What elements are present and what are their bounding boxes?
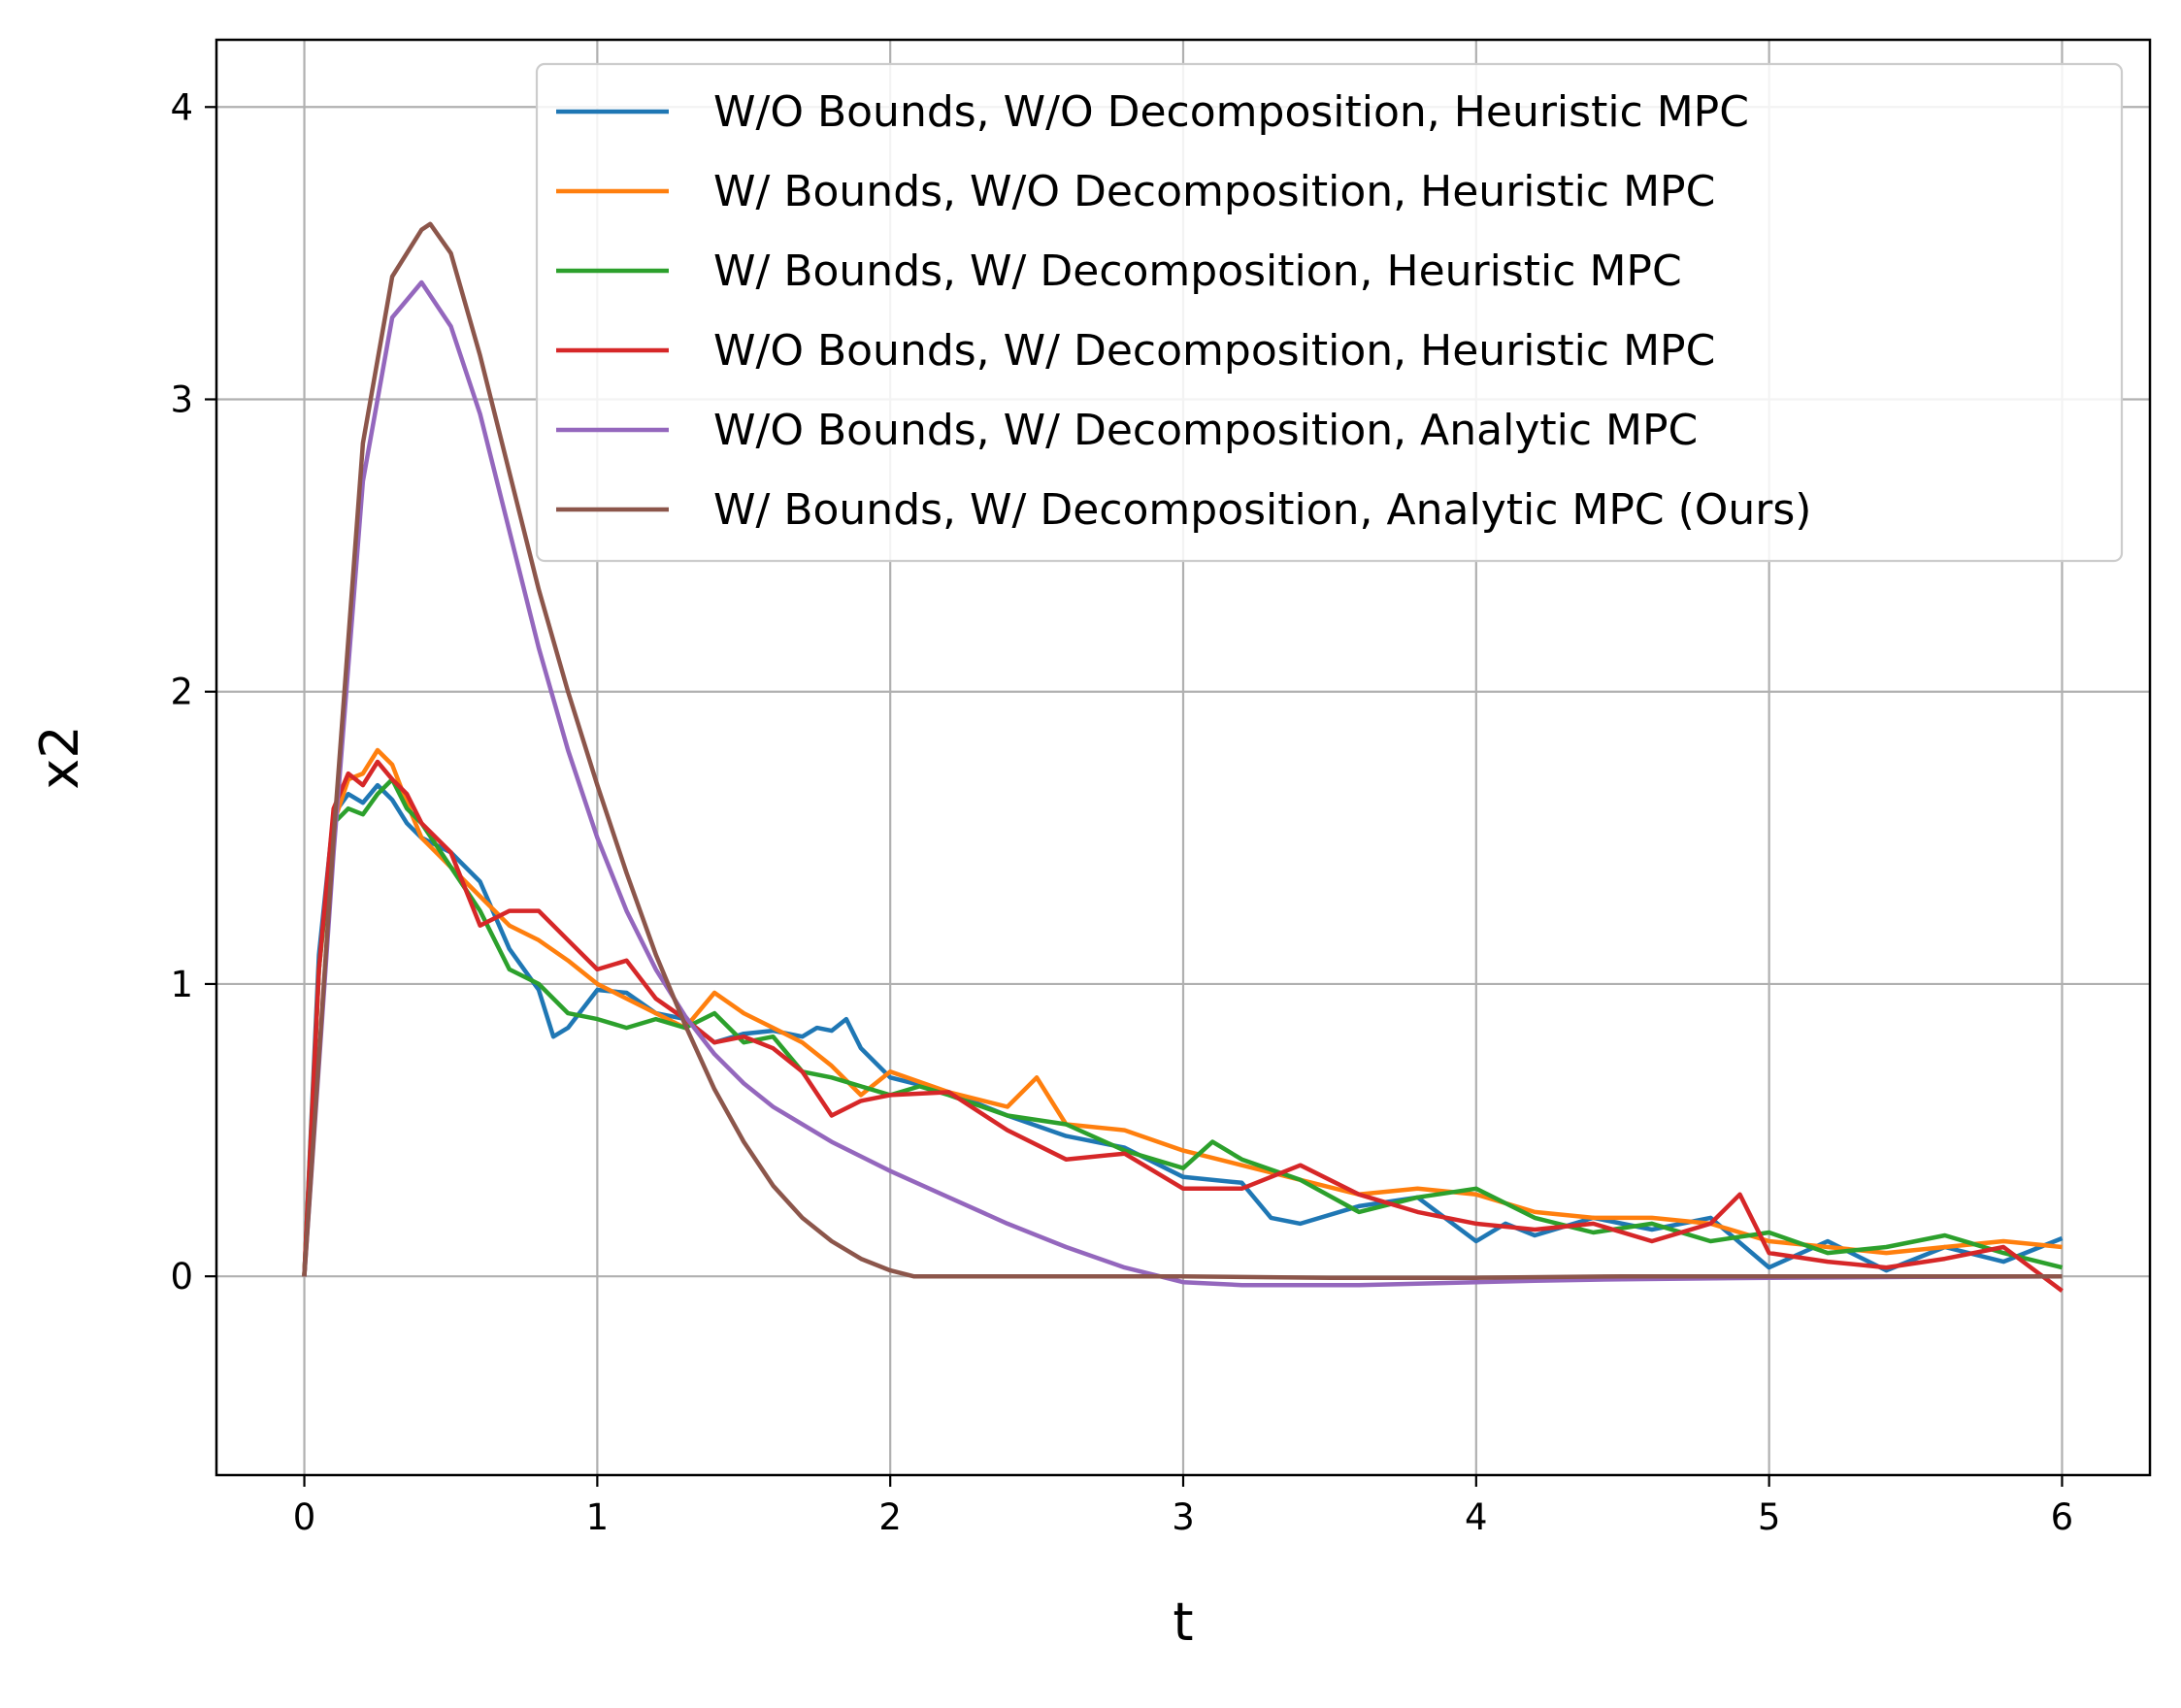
legend-box: [535, 62, 2124, 563]
x-tick-label: 3: [1172, 1496, 1195, 1538]
legend-label: W/O Bounds, W/O Decomposition, Heuristic…: [713, 87, 1749, 137]
y-tick-label: 2: [170, 672, 193, 713]
y-tick-label: 1: [170, 964, 193, 1005]
x-tick-label: 0: [293, 1496, 316, 1538]
legend-label: W/ Bounds, W/ Decomposition, Heuristic M…: [713, 246, 1682, 296]
x-tick-label: 5: [1758, 1496, 1781, 1538]
y-axis-title: x2: [29, 725, 90, 789]
x-tick-label: 2: [878, 1496, 902, 1538]
x-tick-label: 4: [1465, 1496, 1488, 1538]
legend-label: W/ Bounds, W/O Decomposition, Heuristic …: [713, 167, 1715, 216]
legend-label: W/O Bounds, W/ Decomposition, Analytic M…: [713, 406, 1698, 455]
x-tick-label: 6: [2051, 1496, 2074, 1538]
series-line-6: [302, 221, 2063, 1280]
y-tick-label: 0: [170, 1256, 193, 1297]
y-tick-label: 4: [170, 86, 193, 128]
legend: W/O Bounds, W/O Decomposition, Heuristic…: [535, 62, 2124, 563]
axis-ticks: 0 1 2 3 4 5 6 0 1 2 3 4: [170, 86, 2073, 1538]
series-line-4: [302, 759, 2064, 1294]
series-lines: [302, 221, 2064, 1294]
legend-label: W/O Bounds, W/ Decomposition, Heuristic …: [713, 326, 1715, 376]
series-line-5: [302, 279, 2063, 1288]
x-axis-title: t: [1173, 1592, 1193, 1653]
y-tick-label: 3: [170, 379, 193, 421]
legend-label: W/ Bounds, W/ Decomposition, Analytic MP…: [713, 485, 1811, 535]
x-tick-label: 1: [586, 1496, 610, 1538]
